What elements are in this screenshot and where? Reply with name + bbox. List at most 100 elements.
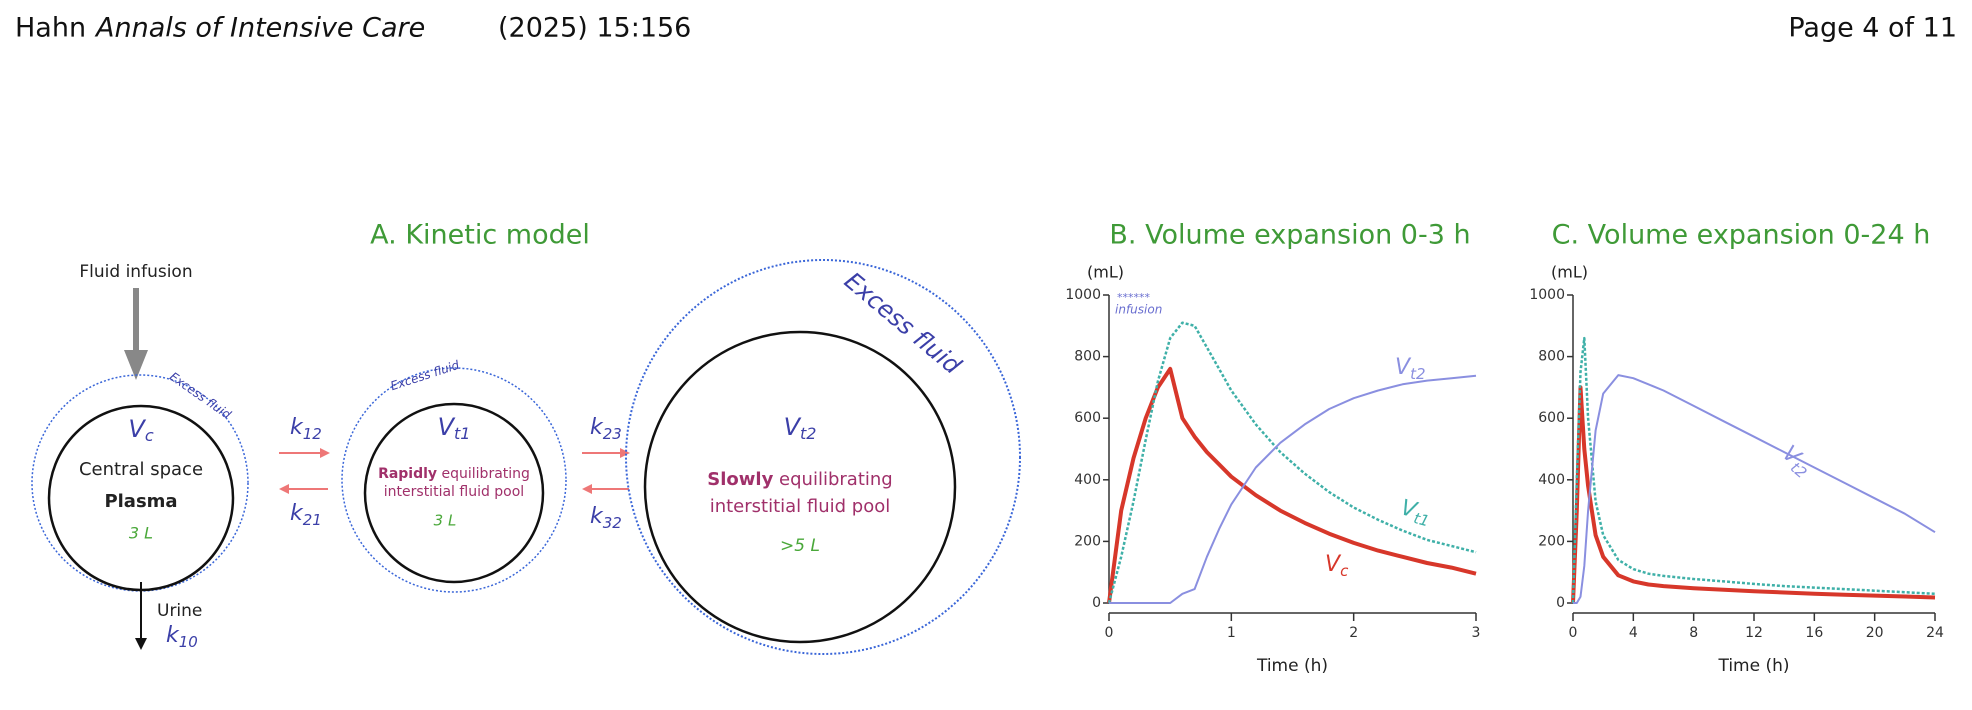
series-line (1571, 385, 1936, 604)
series-label-main: V (1325, 552, 1342, 577)
author: Hahn (15, 13, 86, 44)
x-tick-label: 1 (1227, 625, 1236, 641)
x-tick-label: 4 (1629, 625, 1638, 641)
x-tick-label: 0 (1569, 625, 1578, 641)
x-tick-label: 8 (1689, 625, 1698, 641)
arrow-head (124, 350, 148, 380)
label: 3 L (434, 512, 457, 530)
label: Fluid infusion (79, 262, 192, 282)
x-tick-label: 16 (1805, 625, 1823, 641)
series-line (1107, 366, 1477, 604)
chart-title: C. Volume expansion 0-24 h (1552, 220, 1931, 251)
header: Hahn Annals of Intensive Care (2025) 15:… (15, 13, 1957, 44)
journal: Annals of Intensive Care (94, 13, 425, 44)
x-tick-label: 20 (1866, 625, 1884, 641)
main: k (590, 415, 604, 440)
arrow-head (582, 484, 592, 494)
sub: t2 (800, 424, 816, 443)
annotation-stars: ****** (1117, 291, 1151, 304)
series-line (1571, 336, 1936, 604)
excess-circle (341, 367, 567, 593)
x-tick-label: 12 (1745, 625, 1763, 641)
annotation-text: infusion (1115, 303, 1162, 317)
chart-title: B. Volume expansion 0-3 h (1109, 220, 1470, 251)
label: k10 (166, 623, 198, 651)
series-line (1573, 374, 1936, 604)
y-tick-label: 400 (1538, 472, 1565, 488)
bold: Slowly (707, 469, 773, 490)
main: k (290, 501, 304, 526)
arrow-head (279, 484, 289, 494)
series-label-main: V (1395, 355, 1412, 380)
y-tick-label: 800 (1074, 349, 1101, 365)
x-axis-label: Time (h) (1717, 656, 1789, 676)
series-label: Vt2 (1395, 355, 1426, 383)
rest: equilibrating (437, 466, 530, 482)
label: Slowly equilibrating (707, 469, 892, 490)
label: k23 (590, 415, 622, 443)
label: Urine (157, 601, 202, 621)
main: k (166, 623, 180, 648)
series-label: Vt1 (1397, 495, 1434, 529)
citation: (2025) 15:156 (498, 13, 691, 44)
series-line (1109, 374, 1477, 604)
y-tick-label: 600 (1074, 410, 1101, 426)
bold: Rapidly (378, 466, 437, 482)
y-tick-label: 200 (1538, 533, 1565, 549)
excess-circle (625, 259, 1021, 655)
sub: 12 (303, 425, 322, 443)
compartment (363, 402, 545, 584)
label: Excess fluid (389, 358, 461, 393)
y-tick-label: 400 (1074, 472, 1101, 488)
label: Rapidly equilibrating (378, 466, 530, 482)
label: k21 (290, 501, 322, 529)
panel-a: A. Kinetic model Fluid infusion Excess f… (31, 220, 1021, 655)
label: interstitial fluid pool (710, 496, 891, 517)
y-tick-label: 0 (1092, 595, 1101, 611)
x-tick-label: 3 (1472, 625, 1481, 641)
series-label: Vt2 (1776, 441, 1817, 482)
series-label-sub: t2 (1410, 365, 1425, 383)
main: V (784, 413, 802, 441)
label: k32 (590, 504, 622, 532)
main: k (590, 504, 604, 529)
series-label: Vc (1325, 552, 1349, 580)
compartment (643, 330, 957, 644)
arrow-head (135, 638, 147, 650)
arrow-head (320, 448, 330, 458)
sub: 10 (179, 633, 198, 651)
main: k (290, 415, 304, 440)
x-axis-label: Time (h) (1256, 656, 1328, 676)
label: Central space (79, 459, 203, 480)
label: Vc (128, 415, 153, 445)
series-line (1107, 321, 1477, 604)
y-axis-label: (mL) (1551, 263, 1588, 282)
sub: 32 (603, 514, 622, 532)
y-tick-label: 800 (1538, 349, 1565, 365)
label: Vt1 (438, 413, 471, 443)
panel-title: A. Kinetic model (370, 220, 590, 251)
label: >5 L (780, 536, 820, 556)
arrow-head (620, 448, 630, 458)
sub: 23 (603, 425, 622, 443)
y-tick-label: 600 (1538, 410, 1565, 426)
y-tick-label: 200 (1074, 533, 1101, 549)
sub: 21 (303, 511, 322, 529)
label: Plasma (104, 491, 177, 512)
charts: B. Volume expansion 0-3 h(mL)Time (h)020… (1065, 220, 1944, 677)
page-number: Page 4 of 11 (1788, 13, 1957, 44)
series-label-sub: c (1340, 562, 1349, 580)
x-tick-label: 0 (1105, 625, 1114, 641)
x-tick-label: 2 (1349, 625, 1358, 641)
label: 3 L (129, 524, 153, 543)
label: k12 (290, 415, 322, 443)
main: V (128, 415, 146, 443)
series-label-sub: t1 (1412, 509, 1432, 530)
rest: equilibrating (773, 469, 892, 490)
sub: c (145, 426, 154, 445)
y-axis-label: (mL) (1087, 263, 1124, 282)
x-tick-label: 24 (1926, 625, 1944, 641)
label: Vt2 (784, 413, 817, 443)
